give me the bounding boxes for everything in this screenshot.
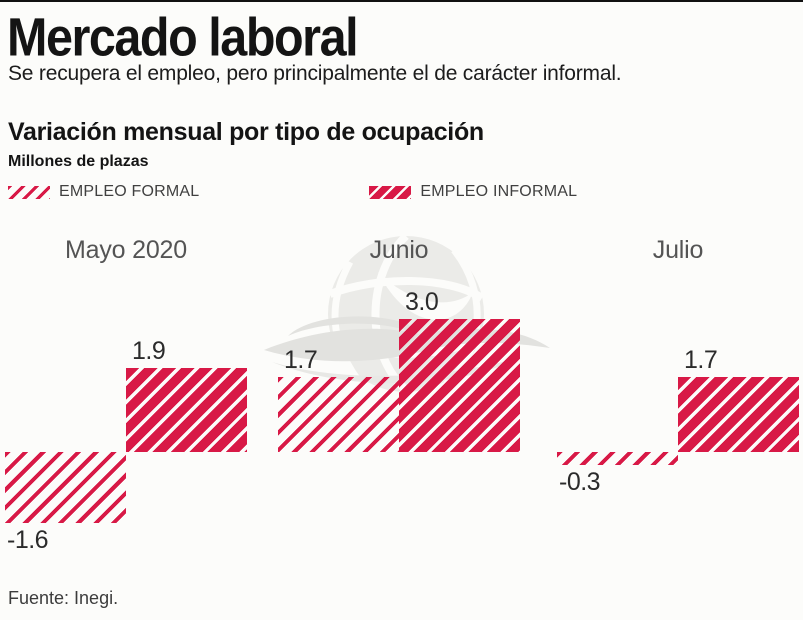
legend: EMPLEO FORMAL EMPLEO INFORMAL [8, 183, 577, 201]
value-label: 3.0 [405, 288, 439, 316]
bar-informal-1 [399, 319, 520, 452]
month-label: Junio [369, 236, 429, 264]
formal-hatch-swatch-icon [8, 185, 50, 199]
value-label: -1.6 [7, 526, 49, 554]
page-title: Mercado laboral [7, 7, 359, 68]
bar-informal-0 [126, 368, 247, 452]
bar-informal-2 [678, 377, 799, 452]
legend-item-informal: EMPLEO INFORMAL [369, 183, 577, 201]
page-subtitle: Se recupera el empleo, pero principalmen… [8, 62, 622, 85]
legend-label-informal: EMPLEO INFORMAL [420, 183, 578, 200]
value-label: 1.7 [284, 346, 318, 374]
month-label: Mayo 2020 [65, 236, 187, 264]
value-label: -0.3 [559, 468, 601, 496]
legend-label-formal: EMPLEO FORMAL [59, 183, 200, 200]
value-label: 1.7 [684, 346, 718, 374]
informal-hatch-swatch-icon [369, 185, 412, 199]
bar-formal-2 [557, 452, 678, 465]
bar-formal-1 [278, 377, 399, 452]
value-label: 1.9 [132, 337, 166, 365]
chart-unit-label: Millones de plazas [8, 153, 149, 170]
legend-item-formal: EMPLEO FORMAL [8, 183, 199, 201]
bar-formal-0 [5, 452, 126, 523]
chart-title: Variación mensual por tipo de ocupación [8, 118, 484, 146]
month-label: Julio [652, 236, 704, 264]
source-note: Fuente: Inegi. [8, 588, 119, 608]
top-rule [0, 0, 803, 2]
